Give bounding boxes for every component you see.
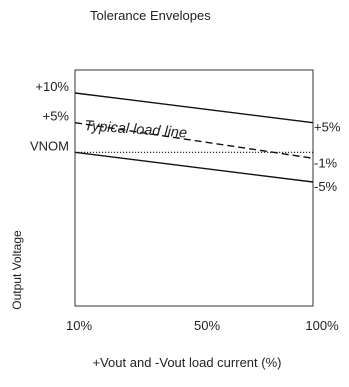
x-tick-1: 50% bbox=[194, 318, 220, 333]
y-tick-right-2: -5% bbox=[314, 179, 338, 194]
y-tick-right-1: -1% bbox=[314, 155, 338, 170]
plot-frame bbox=[74, 69, 314, 307]
tick-label-layer: +10% +5% VNOM +5% -1% -5% 10% 50% 100% bbox=[30, 79, 341, 333]
y-tick-left-0: +10% bbox=[35, 79, 69, 94]
series-line-upper bbox=[74, 92, 314, 124]
series-line-lower bbox=[74, 151, 314, 183]
x-axis-label: +Vout and -Vout load current (%) bbox=[93, 355, 282, 370]
annotation-typical-load-line: Typical load line bbox=[84, 118, 188, 141]
y-axis-label: Output Voltage bbox=[10, 230, 24, 310]
series-layer bbox=[74, 92, 314, 183]
x-tick-2: 100% bbox=[305, 318, 339, 333]
y-tick-right-0: +5% bbox=[314, 120, 341, 135]
y-tick-left-1: +5% bbox=[43, 109, 70, 124]
y-tick-left-2: VNOM bbox=[30, 138, 69, 153]
x-tick-0: 10% bbox=[66, 318, 92, 333]
chart-title: Tolerance Envelopes bbox=[90, 8, 211, 23]
